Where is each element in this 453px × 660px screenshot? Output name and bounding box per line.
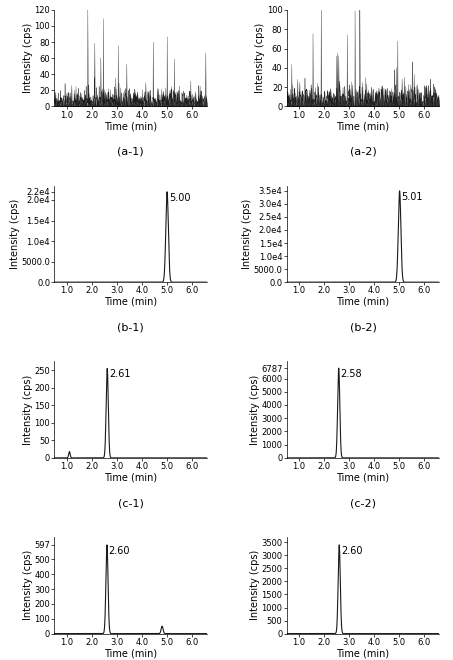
X-axis label: Time (min): Time (min) [337, 121, 390, 131]
X-axis label: Time (min): Time (min) [104, 297, 157, 307]
Y-axis label: Intensity (cps): Intensity (cps) [255, 23, 265, 93]
Text: (b-2): (b-2) [350, 323, 376, 333]
Text: 2.60: 2.60 [341, 546, 362, 556]
Text: 2.61: 2.61 [109, 369, 130, 380]
X-axis label: Time (min): Time (min) [104, 121, 157, 131]
Y-axis label: Intensity (cps): Intensity (cps) [250, 550, 260, 620]
Text: (c-2): (c-2) [350, 498, 376, 508]
X-axis label: Time (min): Time (min) [337, 297, 390, 307]
Text: 2.58: 2.58 [341, 369, 362, 379]
X-axis label: Time (min): Time (min) [337, 648, 390, 658]
Text: (c-1): (c-1) [118, 498, 144, 508]
Text: 5.00: 5.00 [169, 193, 190, 203]
Y-axis label: Intensity (cps): Intensity (cps) [242, 199, 252, 269]
Text: 2.60: 2.60 [109, 546, 130, 556]
Y-axis label: Intensity (cps): Intensity (cps) [10, 199, 20, 269]
Y-axis label: Intensity (cps): Intensity (cps) [23, 550, 33, 620]
Text: 5.01: 5.01 [401, 192, 423, 202]
Text: (b-1): (b-1) [117, 323, 144, 333]
Y-axis label: Intensity (cps): Intensity (cps) [250, 374, 260, 445]
Text: (a-2): (a-2) [350, 147, 376, 157]
X-axis label: Time (min): Time (min) [104, 648, 157, 658]
X-axis label: Time (min): Time (min) [104, 473, 157, 482]
X-axis label: Time (min): Time (min) [337, 473, 390, 482]
Y-axis label: Intensity (cps): Intensity (cps) [23, 374, 33, 445]
Y-axis label: Intensity (cps): Intensity (cps) [23, 23, 33, 93]
Text: (a-1): (a-1) [117, 147, 144, 157]
